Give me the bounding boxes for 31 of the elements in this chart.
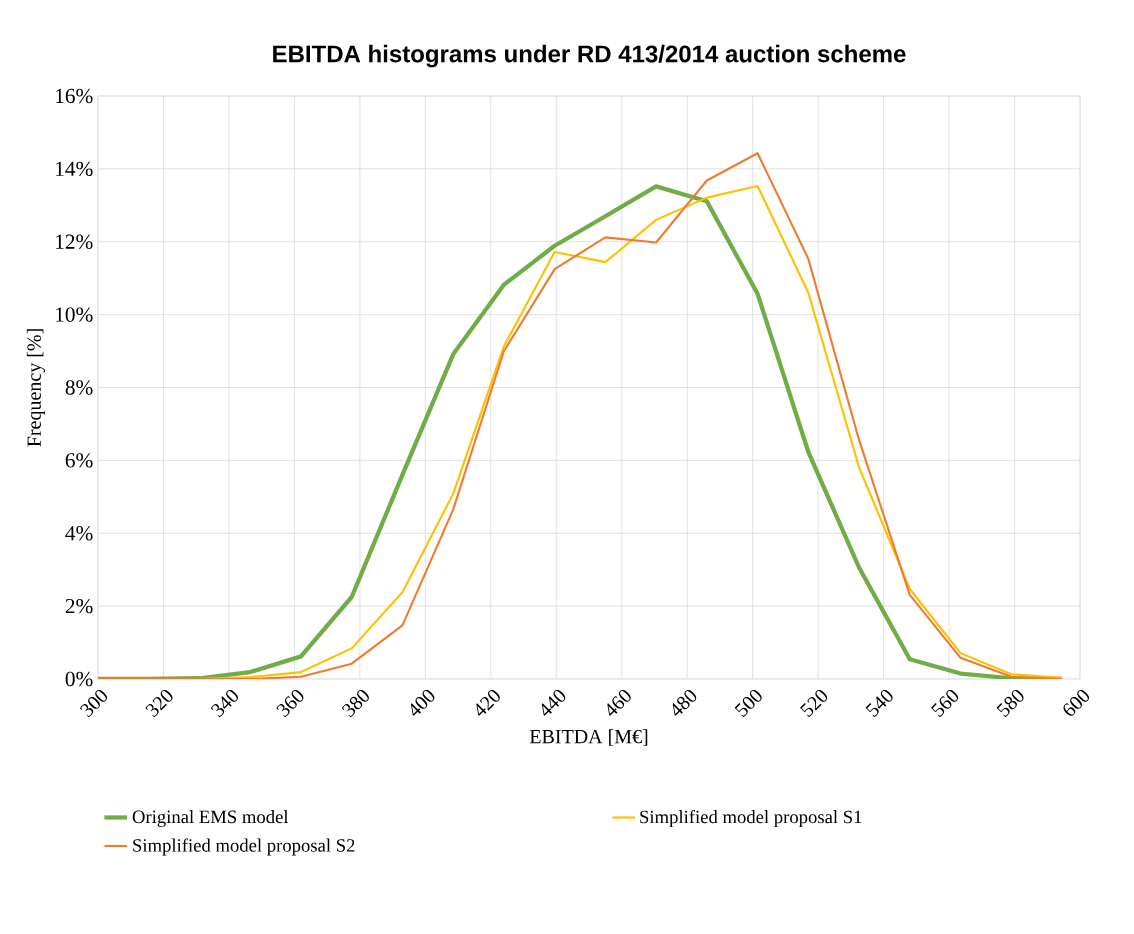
- x-tick-label: 480: [672, 689, 697, 716]
- y-tick-label: 16%: [56, 88, 93, 104]
- x-tick-label: 400: [410, 689, 435, 716]
- x-tick-label: 300: [79, 689, 108, 718]
- y-tick-label: 8%: [65, 380, 93, 395]
- legend-label: Simplified model proposal S1: [640, 809, 862, 828]
- x-tick-label: 580: [996, 689, 1024, 718]
- x-axis-title: EBITDA [M€]: [529, 729, 648, 746]
- x-tick-label: 320: [145, 689, 173, 718]
- legend-label: Original EMS model: [132, 810, 289, 828]
- y-tick-label: 4%: [65, 526, 93, 541]
- x-tick-label: 340: [210, 689, 238, 718]
- x-tick-label: 560: [931, 689, 959, 718]
- x-tick-label: 500: [734, 689, 762, 718]
- y-tick-label: 2%: [65, 598, 93, 614]
- y-axis-title: Frequency [%]: [26, 329, 46, 447]
- y-tick-label: 10%: [56, 307, 93, 322]
- y-tick-label: 6%: [65, 453, 93, 468]
- legend-label: Simplified model proposal S2: [133, 838, 355, 856]
- x-tick-label: 600: [1063, 689, 1090, 716]
- x-tick-label: 360: [276, 689, 304, 718]
- x-tick-label: 440: [541, 689, 566, 716]
- x-tick-label: 380: [341, 689, 369, 718]
- y-tick-label: 12%: [56, 234, 93, 249]
- chart-title: EBITDA histograms under RD 413/2014 auction scheme: [273, 44, 906, 68]
- x-tick-label: 540: [865, 689, 893, 718]
- x-tick-label: 420: [476, 689, 500, 716]
- y-tick-label: 14%: [56, 161, 93, 177]
- x-tick-label: 520: [800, 689, 828, 718]
- x-tick-label: 460: [607, 689, 631, 716]
- y-tick-label: 0%: [65, 671, 93, 687]
